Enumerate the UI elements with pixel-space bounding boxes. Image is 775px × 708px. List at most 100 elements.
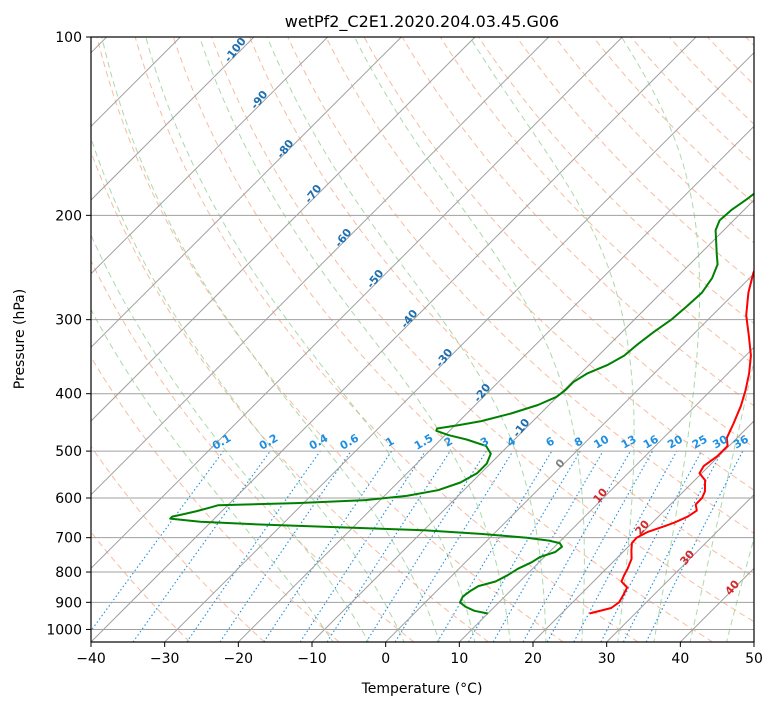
x-tick-label: 40: [671, 651, 689, 667]
y-tick-label: 900: [55, 595, 82, 611]
dry-adiabat-line: [401, 37, 754, 407]
dry-adiabat-line: [630, 37, 754, 165]
mixing-ratio-label: 13: [619, 433, 639, 452]
mixing-ratio-label: 8: [572, 435, 585, 450]
moist-adiabat-line: [91, 308, 334, 642]
isotherm-gridline: [311, 199, 754, 642]
moist-adiabat-label: 20: [632, 517, 652, 537]
isotherm-gridline: [385, 272, 754, 642]
dry-adiabat-line: [91, 445, 265, 642]
dry-adiabat-label: -100: [222, 35, 249, 65]
dry-adiabat-line: [592, 37, 754, 204]
dry-adiabat-label: -20: [471, 381, 494, 405]
x-axis: −40 −30 −20 −10 0 10 20 30 40 50: [76, 642, 763, 667]
dry-adiabat-labels: -100 -90 -80-70 -60 -50 -40 -30 -20 -10: [222, 35, 533, 440]
dry-adiabat-line: [325, 37, 754, 491]
mixing-ratio-label: 20: [665, 432, 685, 451]
dry-adiabat-line: [249, 37, 754, 578]
isotherm-gridline: [91, 37, 697, 642]
x-tick-label: 20: [524, 651, 542, 667]
y-axis-title: Pressure (hPa): [12, 289, 28, 389]
isotherm-gridline: [91, 37, 623, 570]
x-tick-label: −30: [150, 651, 180, 667]
isotherm-gridline: [458, 346, 754, 642]
dry-adiabat-line: [134, 37, 639, 642]
isobars: [91, 37, 754, 630]
mixing-ratio-line: [132, 450, 271, 642]
isotherm-gridline: [91, 37, 402, 349]
mixing-ratio-label: 10: [592, 432, 612, 451]
moist-adiabat-line: [199, 37, 511, 642]
x-tick-label: 0: [381, 651, 390, 667]
isotherms: [91, 37, 754, 642]
mixing-ratio-line: [91, 450, 224, 632]
dry-adiabat-line: [516, 37, 754, 284]
x-axis-title: Temperature (°C): [361, 681, 483, 697]
isotherm-gridline: [164, 51, 754, 642]
mixing-ratio-line: [326, 450, 451, 642]
isotherm-gridline: [91, 37, 550, 496]
dry-adiabat-line: [554, 37, 754, 244]
dry-adiabat-line: [91, 150, 489, 642]
dry-adiabat-line: [96, 37, 564, 642]
dry-adiabat-line: [478, 37, 754, 325]
isotherm-gridline: [753, 641, 754, 642]
moist-adiabat-line: [91, 136, 405, 642]
isotherm-gridline: [679, 567, 754, 642]
dry-adiabat-label: -90: [248, 88, 271, 112]
moist-adiabat-line: [689, 358, 754, 642]
dry-adiabat-line: [91, 259, 415, 642]
dry-adiabat-label: -60: [332, 226, 355, 250]
mixing-ratio-label: 1.5: [412, 432, 435, 453]
dry-adiabat-line: [91, 356, 340, 642]
y-tick-label: 200: [55, 208, 82, 224]
mixing-ratio-label: 3: [478, 435, 491, 450]
dry-adiabat-label: -50: [364, 267, 387, 291]
dry-adiabat-label: -30: [433, 346, 456, 370]
mixing-ratio-line: [492, 450, 604, 642]
mixing-ratio-label: 0.4: [307, 431, 331, 452]
mixing-ratio-label: 16: [641, 432, 661, 451]
mixing-ratio-line: [299, 450, 426, 642]
dry-adiabat-line: [172, 37, 713, 642]
plot-area: 0.1 0.2 0.4 0.6 1 1.5 2 3 4 6 8 10 13 16 20 25 30 36-100-…: [91, 35, 754, 642]
chart-title: wetPf2_C2E1.2020.204.03.45.G06: [285, 12, 559, 32]
moist-adiabat-line: [726, 536, 754, 642]
dry-adiabat-label: -40: [398, 307, 421, 331]
isotherm-gridline: [91, 37, 255, 201]
x-tick-label: −40: [76, 651, 106, 667]
y-axis: 100 200 300 400 500 600 700 800 900 1000: [46, 30, 91, 638]
mixing-ratio-line: [573, 450, 678, 642]
y-tick-label: 500: [55, 444, 82, 460]
isotherm-gridline: [91, 37, 329, 275]
moist-adiabats: [91, 37, 754, 642]
dry-adiabat-line: [91, 531, 191, 642]
moist-adiabat-label: 30: [677, 547, 697, 567]
y-tick-label: 400: [55, 387, 82, 403]
y-tick-label: 300: [55, 313, 82, 329]
moist-adiabat-label: 40: [722, 577, 742, 597]
dry-adiabat-label: -80: [274, 137, 297, 161]
dry-adiabat-label: -70: [302, 182, 325, 206]
y-tick-label: 800: [55, 565, 82, 581]
isotherm-gridline: [532, 420, 754, 642]
mixing-ratio-line: [394, 450, 514, 642]
temperature-profile-line: [589, 269, 754, 615]
y-tick-label: 100: [55, 30, 82, 46]
mixing-ratio-label: 25: [690, 433, 710, 452]
mixing-ratio-label: 6: [544, 434, 557, 449]
x-tick-label: 10: [450, 651, 468, 667]
mixing-ratio-line: [219, 450, 352, 642]
mixing-ratio-line: [546, 450, 654, 642]
moist-adiabat-label: 10: [590, 485, 610, 505]
mixing-ratio-line: [263, 450, 393, 642]
mixing-ratio-line: [436, 450, 553, 642]
mixing-ratio-label: 1: [383, 435, 396, 450]
isotherm-gridline: [91, 37, 476, 422]
mixing-ratio-line: [365, 450, 487, 642]
mixing-ratio-lines: [91, 450, 744, 642]
mixing-ratio-line: [600, 450, 702, 642]
moist-adiabat-labels: 0 10 20 30 40: [553, 456, 743, 597]
y-tick-label: 600: [55, 491, 82, 507]
